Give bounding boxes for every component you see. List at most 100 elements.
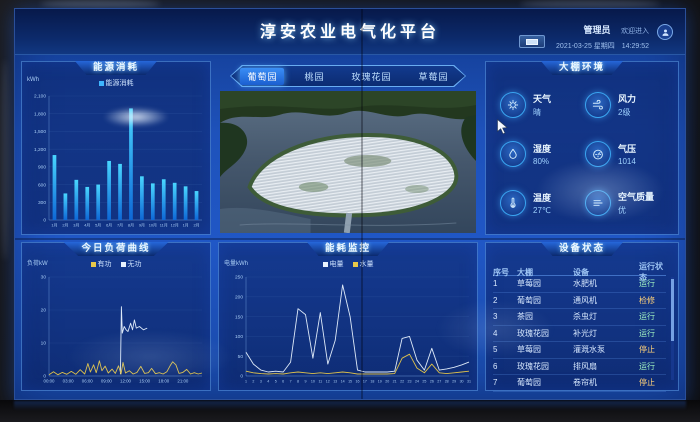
status-badge: 停止 xyxy=(639,345,655,355)
table-cell: 玫瑰花园 xyxy=(517,328,549,338)
svg-text:9月: 9月 xyxy=(139,223,145,228)
svg-text:12: 12 xyxy=(326,380,330,384)
svg-text:3: 3 xyxy=(260,380,262,384)
svg-text:200: 200 xyxy=(235,295,243,301)
table-cell: 排风扇 xyxy=(573,361,597,371)
screen-reflection xyxy=(14,401,686,410)
svg-text:00:00: 00:00 xyxy=(44,379,56,384)
svg-text:15:00: 15:00 xyxy=(139,379,151,384)
table-cell: 杀虫灯 xyxy=(573,312,597,322)
table-row[interactable]: 1 草莓园 水肥机 运行 xyxy=(493,276,666,293)
legend-label: 无功 xyxy=(127,261,142,268)
panel-load-curve-title: 今日负荷曲线 xyxy=(63,242,169,256)
legend-item: 能源消耗 xyxy=(98,78,134,88)
status-badge: 运行 xyxy=(639,328,655,338)
wind-icon xyxy=(585,91,611,118)
svg-text:23: 23 xyxy=(408,380,412,384)
svg-text:28: 28 xyxy=(445,380,449,384)
legend-item: 无功 xyxy=(120,259,142,269)
svg-text:10: 10 xyxy=(311,380,315,384)
svg-text:1月: 1月 xyxy=(51,223,57,228)
table-row[interactable]: 7 葡萄园 卷帘机 停止 xyxy=(493,375,666,392)
table-row[interactable]: 2 葡萄园 通风机 检修 xyxy=(493,293,666,309)
svg-text:16: 16 xyxy=(356,380,360,384)
svg-text:15: 15 xyxy=(348,380,352,384)
tab-garden-2[interactable]: 桃园 xyxy=(304,71,325,82)
env-label: 天气 xyxy=(533,93,552,104)
svg-text:12月: 12月 xyxy=(171,223,179,228)
table-cell: 茶园 xyxy=(517,312,533,322)
table-header-row: 序号 大棚 设备 运行状态 xyxy=(493,261,666,282)
monitor-legend: 电量 水量 xyxy=(219,259,477,269)
svg-text:11: 11 xyxy=(318,380,322,384)
svg-text:300: 300 xyxy=(38,200,46,206)
svg-text:8: 8 xyxy=(297,380,299,384)
garden-tabbar: 葡萄园 桃园 玫瑰花园 草莓园 xyxy=(230,65,466,87)
energy-legend: 能源消耗 xyxy=(22,78,210,88)
svg-text:10: 10 xyxy=(41,341,47,347)
table-cell: 水肥机 xyxy=(573,279,597,289)
svg-text:10月: 10月 xyxy=(149,223,157,228)
table-row[interactable]: 6 玫瑰花园 排风扇 运行 xyxy=(493,359,666,375)
header-bar: 淳安农业电气化平台 管理员 欢迎进入 2021-03-25 星期四 14:29:… xyxy=(15,9,685,55)
env-label: 风力 xyxy=(618,93,637,104)
status-badge: 运行 xyxy=(639,361,655,371)
table-cell: 6 xyxy=(493,361,498,371)
svg-text:19: 19 xyxy=(378,380,382,384)
table-cell: 玫瑰花园 xyxy=(517,361,549,371)
table-cell: 补光灯 xyxy=(573,328,597,338)
legend-swatch xyxy=(120,261,126,267)
aerial-photo xyxy=(220,91,476,233)
garden-tabbar-items: 葡萄园 桃园 玫瑰花园 草莓园 xyxy=(230,65,466,87)
table-scrollbar-thumb[interactable] xyxy=(671,279,674,341)
panel-load-curve: 今日负荷曲线 负荷kW 有功 无功 0 10 20 30 00:00 03:00 06:00 0… xyxy=(21,242,211,391)
svg-text:50: 50 xyxy=(238,354,244,360)
tabbar-bg xyxy=(231,66,465,86)
svg-text:20: 20 xyxy=(385,380,389,384)
load-unit-label: 负荷kW xyxy=(27,261,48,267)
bezel-reflection xyxy=(0,60,10,260)
bezel-reflection xyxy=(40,0,160,8)
svg-text:900: 900 xyxy=(38,165,46,171)
svg-text:25: 25 xyxy=(422,380,426,384)
table-cell: 7 xyxy=(493,378,498,388)
table-scrollbar[interactable] xyxy=(671,277,674,380)
load-line-chart[interactable]: 0 10 20 30 00:00 03:00 06:00 09:00 12:00 15:00 18:… xyxy=(25,270,207,387)
svg-text:0: 0 xyxy=(43,218,46,224)
status-badge: 检修 xyxy=(639,295,655,305)
svg-text:6: 6 xyxy=(282,380,284,384)
page-title: 淳安农业电气化平台 xyxy=(259,24,440,41)
svg-text:5: 5 xyxy=(275,380,277,384)
env-metric-气压: 气压 1014 xyxy=(585,129,670,178)
svg-text:1,200: 1,200 xyxy=(34,147,46,153)
env-label: 气压 xyxy=(618,143,637,154)
legend-item: 电量 xyxy=(322,259,344,269)
svg-text:600: 600 xyxy=(38,182,46,188)
env-value: 27℃ xyxy=(533,206,551,216)
menu-button[interactable] xyxy=(519,35,545,48)
table-row[interactable]: 5 草莓园 灌溉水泵 停止 xyxy=(493,342,666,359)
svg-text:9: 9 xyxy=(304,380,306,384)
svg-text:09:00: 09:00 xyxy=(101,379,113,384)
table-cell: 3 xyxy=(493,312,498,322)
svg-text:11月: 11月 xyxy=(160,223,168,228)
svg-text:1: 1 xyxy=(245,380,247,384)
tab-garden-3[interactable]: 玫瑰花园 xyxy=(351,71,392,82)
svg-text:4月: 4月 xyxy=(84,223,90,228)
env-metric-温度: 温度 27℃ xyxy=(500,179,585,228)
env-value: 2级 xyxy=(618,107,631,117)
svg-text:1,500: 1,500 xyxy=(34,129,46,135)
status-badge: 运行 xyxy=(639,312,655,322)
svg-text:6月: 6月 xyxy=(106,223,112,228)
table-cell: 2 xyxy=(493,295,498,305)
table-row[interactable]: 3 茶园 杀虫灯 运行 xyxy=(493,309,666,326)
tab-garden-4[interactable]: 草莓园 xyxy=(418,71,449,82)
svg-text:250: 250 xyxy=(235,275,243,281)
energy-bar-chart[interactable]: 0 300 600 900 1,200 1,500 1,800 2,100 1月 2月 3月 4月 5月… xyxy=(25,89,207,231)
table-cell: 通风机 xyxy=(573,295,597,305)
monitor-line-chart[interactable]: 0 50 100 150 200 250 1 2 3 4 5 6 7 8 9 10 11 12 13 14 15 16 17… xyxy=(222,270,474,387)
svg-text:18: 18 xyxy=(370,380,374,384)
table-row[interactable]: 4 玫瑰花园 补光灯 运行 xyxy=(493,326,666,342)
user-avatar[interactable] xyxy=(657,24,673,40)
tab-garden-1[interactable]: 葡萄园 xyxy=(240,67,285,85)
